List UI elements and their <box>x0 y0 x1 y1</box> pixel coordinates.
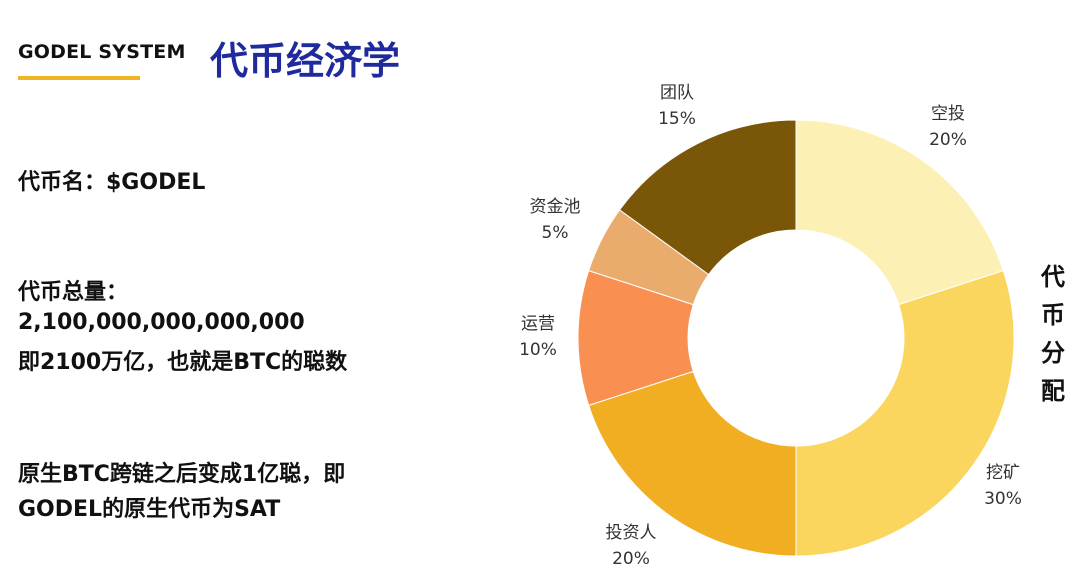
donut-slice-3 <box>588 370 797 557</box>
side-label-char: 分 <box>1041 339 1065 367</box>
slice-category: 运营 <box>521 314 555 334</box>
slice-category: 资金池 <box>529 197 581 217</box>
donut-slice-6 <box>618 119 797 276</box>
slice-category: 投资人 <box>605 523 657 543</box>
slice-percent: 20% <box>612 549 650 569</box>
slice-label-1: 空投 20% <box>903 101 993 153</box>
supply-note: 即2100万亿，也就是BTC的聪数 <box>18 350 348 375</box>
slice-label-2: 挖矿 30% <box>958 460 1048 512</box>
side-label-char: 代 <box>1041 263 1065 291</box>
chart-side-label: 代 币 分 配 <box>1036 258 1070 410</box>
slice-percent: 20% <box>929 130 967 150</box>
slice-category: 团队 <box>660 83 694 103</box>
brand-name: GODEL SYSTEM <box>18 41 186 63</box>
side-label-char: 配 <box>1041 377 1065 405</box>
donut-slice-1 <box>795 119 1004 306</box>
page-title: 代币经济学 <box>210 39 401 83</box>
slice-percent: 15% <box>658 109 696 129</box>
supply-value: 2,100,000,000,000,000 <box>18 310 305 335</box>
slice-percent: 5% <box>541 223 569 243</box>
slice-percent: 30% <box>984 489 1022 509</box>
note-line-2: GODEL的原生代币为SAT <box>18 497 281 522</box>
slice-category: 挖矿 <box>986 463 1020 483</box>
supply-label: 代币总量： <box>18 280 129 305</box>
slice-label-4: 运营 10% <box>493 311 583 363</box>
slice-percent: 10% <box>519 340 557 360</box>
slice-label-6: 团队 15% <box>632 80 722 132</box>
slice-label-5: 资金池 5% <box>510 194 600 246</box>
brand-underline <box>18 76 140 80</box>
note-line-1: 原生BTC跨链之后变成1亿聪，即 <box>18 462 346 487</box>
side-label-char: 币 <box>1041 301 1065 329</box>
slice-category: 空投 <box>931 104 965 124</box>
slice-label-3: 投资人 20% <box>586 520 676 572</box>
donut-slice-2 <box>795 270 1015 557</box>
token-name: 代币名：$GODEL <box>18 170 206 195</box>
